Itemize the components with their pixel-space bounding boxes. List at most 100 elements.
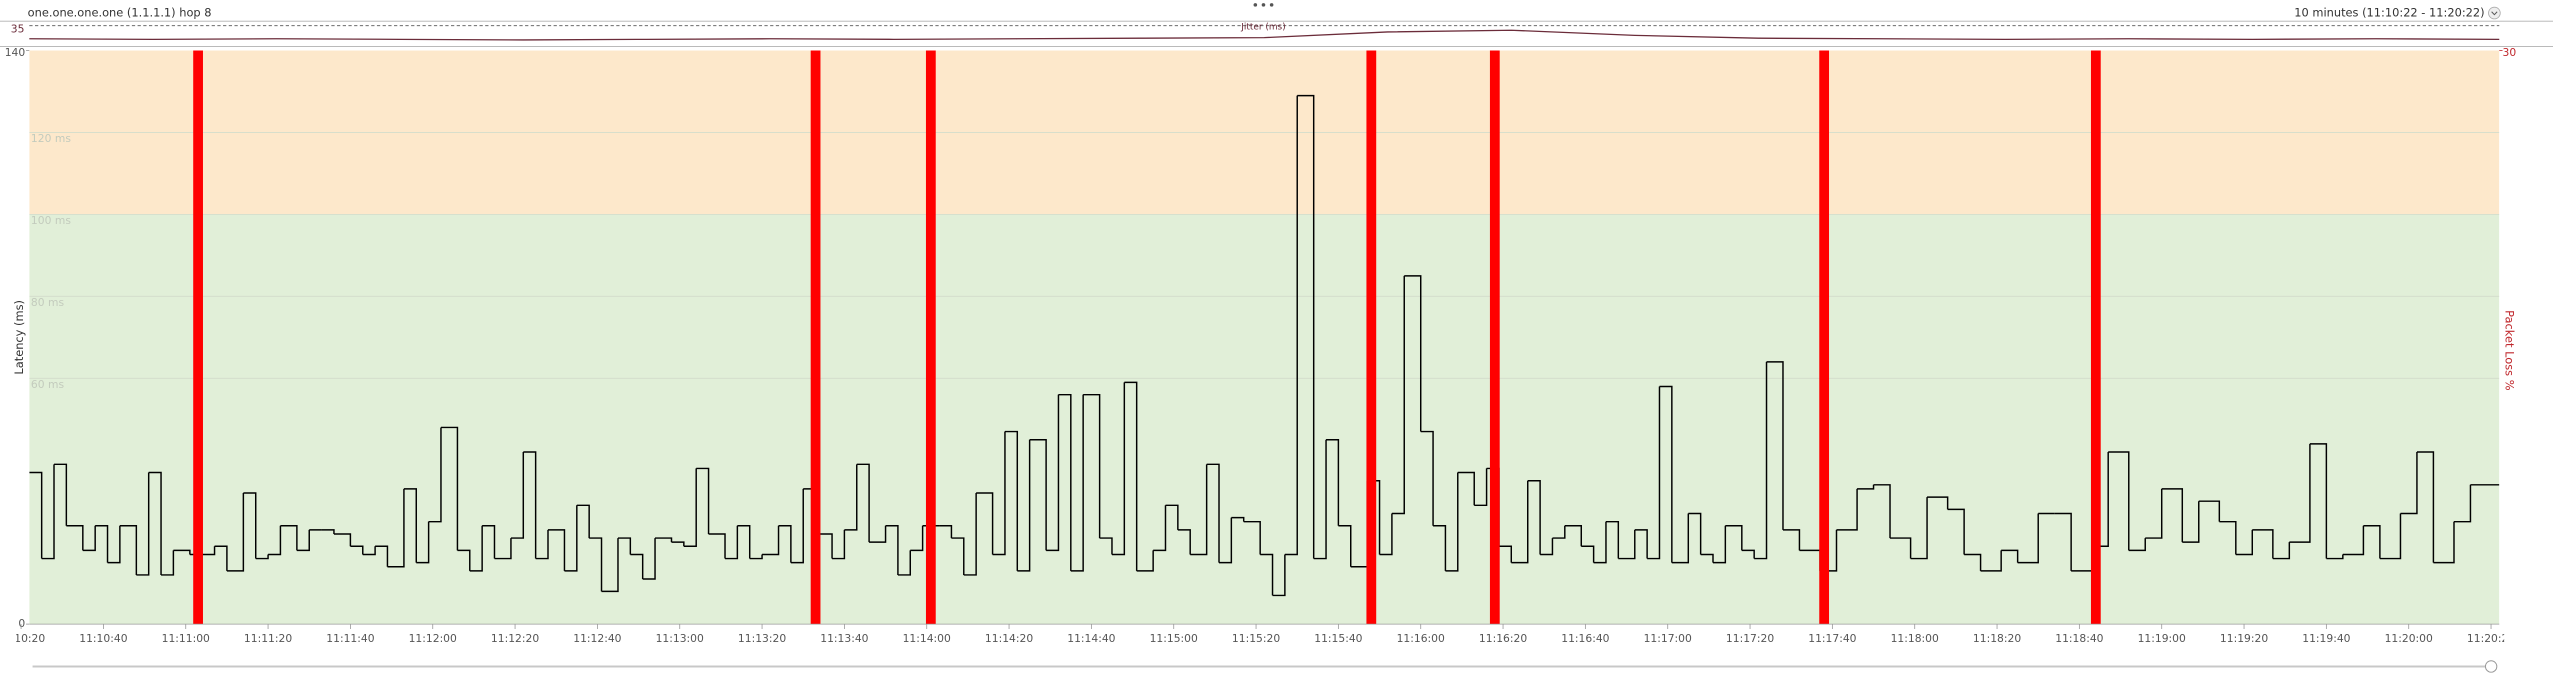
latency-step <box>350 545 364 555</box>
latency-step <box>564 505 578 572</box>
latency-step <box>440 426 459 551</box>
latency-step <box>1782 529 1801 551</box>
latency-step <box>910 525 924 552</box>
x-tick-label: 11:16:40 <box>1561 632 1609 645</box>
latency-step <box>2054 512 2072 571</box>
latency-step <box>2017 513 2039 564</box>
latency-step <box>1379 513 1393 556</box>
x-tick-label: 11:12:00 <box>409 632 457 645</box>
latency-step <box>2108 451 2130 551</box>
latency-step <box>617 537 632 555</box>
latency-step <box>1890 537 1912 559</box>
x-tick-label: 11:13:20 <box>738 632 786 645</box>
latency-step <box>2161 488 2184 543</box>
latency-step <box>494 538 512 560</box>
latency-step <box>1474 468 1488 507</box>
latency-step <box>161 550 175 576</box>
drag-handle[interactable] <box>1253 3 1274 7</box>
latency-step <box>951 537 965 575</box>
latency-step <box>1659 385 1673 563</box>
jitter-line <box>29 29 2500 41</box>
latency-step <box>2145 488 2163 539</box>
latency-step <box>2433 521 2455 564</box>
latency-step <box>1688 512 1702 555</box>
latency-step <box>2219 520 2237 555</box>
latency-step <box>1177 529 1191 555</box>
latency-step <box>589 537 603 592</box>
packet-loss-bar <box>1366 50 1377 625</box>
latency-step <box>243 492 257 559</box>
latency-step <box>1231 516 1245 522</box>
x-tick-label: 11:17:00 <box>1644 632 1692 645</box>
x-tick-label: 11:14:00 <box>903 632 951 645</box>
latency-step <box>1099 537 1113 555</box>
x-tick-label: 11:20:20 <box>2467 632 2515 645</box>
latency-step <box>2453 484 2472 523</box>
latency-step <box>482 525 496 559</box>
latency-step <box>671 541 685 547</box>
latency-step <box>762 525 780 556</box>
latency-step <box>601 538 619 593</box>
latency-step <box>95 525 109 563</box>
latency-step <box>321 529 335 534</box>
packet-loss-bar <box>2090 50 2101 625</box>
packet-loss-bar <box>1489 50 1500 625</box>
x-tick-label: 11:19:40 <box>2302 632 2350 645</box>
latency-step <box>1498 545 1513 563</box>
latency-step <box>66 525 84 551</box>
latency-step <box>1445 472 1459 572</box>
latency-step <box>2379 513 2402 560</box>
x-tick-label: 11:17:40 <box>1808 632 1856 645</box>
x-tick-label: 11:14:40 <box>1067 632 1115 645</box>
latency-step <box>1910 497 1928 560</box>
latency-step <box>136 472 150 576</box>
latency-step <box>1618 529 1636 560</box>
grid-label: 60 ms <box>31 378 65 391</box>
range-dropdown[interactable] <box>2488 6 2501 20</box>
x-tick-label: 11:13:40 <box>820 632 868 645</box>
latency-step <box>778 525 792 563</box>
time-range[interactable]: 10 minutes (11:10:22 - 11:20:22) <box>2294 6 2484 20</box>
x-tick-label: 11:19:00 <box>2138 632 2186 645</box>
grid-label: 80 ms <box>31 296 65 309</box>
latency-step <box>2363 525 2381 559</box>
latency-step <box>54 463 68 526</box>
y-tick-label: 140 <box>5 46 26 59</box>
x-tick-label: 11:11:00 <box>162 632 210 645</box>
latency-step <box>1313 439 1327 560</box>
latency-step <box>1754 361 1768 560</box>
scrollbar[interactable] <box>32 660 2498 673</box>
latency-step <box>1219 517 1233 564</box>
latency-step <box>1136 550 1154 572</box>
x-tick-label: 11:14:20 <box>985 632 1033 645</box>
packet-loss-bar <box>810 50 821 625</box>
latency-step <box>296 529 310 552</box>
latency-step <box>202 546 216 556</box>
x-axis: 11:10:20 11:10:40 11:11:00 11:11:20 11:11:40… <box>16 632 2515 645</box>
latency-step <box>1713 525 1727 564</box>
x-tick-label: 11:17:20 <box>1726 632 1774 645</box>
latency-step <box>1004 430 1019 571</box>
latency-step <box>1070 394 1084 572</box>
latency-step <box>2235 529 2254 556</box>
latency-step <box>1391 275 1405 515</box>
latency-step <box>708 533 726 559</box>
latency-step <box>107 525 121 564</box>
latency-step <box>696 467 710 534</box>
jitter-strip: 35 Jitter (ms) <box>11 22 2500 41</box>
y2-tick-label: 30 <box>2503 46 2517 59</box>
grid-label: 120 ms <box>31 132 71 145</box>
x-tick-label: 11:15:00 <box>1150 632 1198 645</box>
latency-step <box>119 525 138 575</box>
latency-step <box>82 525 96 552</box>
latency-step <box>148 471 162 575</box>
latency-step <box>630 553 644 580</box>
latency-step <box>2342 525 2365 556</box>
hop-title: one.one.one.one (1.1.1.1) hop 8 <box>28 6 212 20</box>
latency-step <box>1058 393 1072 571</box>
x-tick-label: 11:16:20 <box>1479 632 1527 645</box>
latency-step <box>1700 553 1714 563</box>
x-tick-label: 11:15:20 <box>1232 632 1280 645</box>
latency-step <box>1540 538 1554 556</box>
latency-step <box>655 537 673 543</box>
